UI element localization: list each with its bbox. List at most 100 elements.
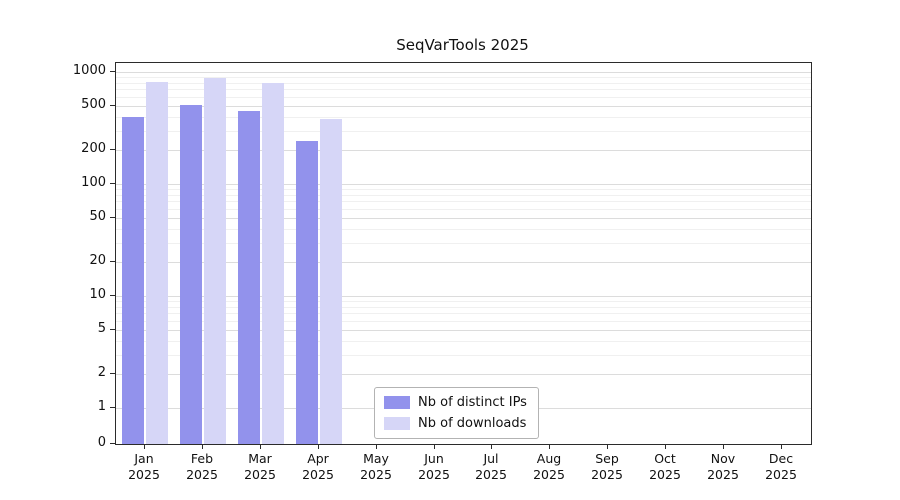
x-tick-label: Jan 2025 — [114, 451, 174, 483]
legend-swatch-distinct-ips — [384, 396, 410, 409]
gridline — [116, 320, 811, 322]
x-tick-year: 2025 — [128, 467, 160, 482]
gridline — [116, 150, 811, 152]
gridline — [116, 313, 811, 315]
x-tick-mark — [434, 445, 435, 449]
legend-item-downloads: Nb of downloads — [384, 416, 527, 431]
x-tick-month: Jul — [483, 451, 499, 466]
gridline — [116, 201, 811, 203]
legend: Nb of distinct IPs Nb of downloads — [374, 387, 539, 439]
x-tick-year: 2025 — [475, 467, 507, 482]
x-tick-label: Jun 2025 — [404, 451, 464, 483]
x-tick-mark — [781, 445, 782, 449]
gridline — [116, 296, 811, 297]
y-tick-label: 0 — [97, 435, 106, 450]
x-tick-month: Apr — [307, 451, 329, 466]
y-tick-label: 50 — [89, 209, 106, 224]
x-tick-label: Dec 2025 — [751, 451, 811, 483]
x-tick-month: Feb — [190, 451, 214, 466]
x-tick-label: May 2025 — [346, 451, 406, 483]
x-tick-mark — [723, 445, 724, 449]
x-tick-label: Oct 2025 — [635, 451, 695, 483]
x-tick-month: Oct — [654, 451, 676, 466]
y-tick-mark — [110, 149, 115, 150]
y-tick-label: 10 — [89, 287, 106, 302]
x-tick-label: Mar 2025 — [230, 451, 290, 483]
x-tick-month: Mar — [248, 451, 272, 466]
y-tick-label: 20 — [89, 253, 106, 268]
plot-area: Nb of distinct IPs Nb of downloads — [115, 62, 812, 445]
x-tick-mark — [376, 445, 377, 449]
x-tick-label: Nov 2025 — [693, 451, 753, 483]
gridline — [116, 130, 811, 132]
gridline — [116, 354, 811, 356]
gridline — [116, 217, 811, 219]
gridline — [116, 105, 811, 107]
y-tick-mark — [110, 217, 115, 218]
x-tick-month: Jun — [424, 451, 444, 466]
bar-nb-of-downloads-feb-2025 — [204, 78, 226, 444]
x-tick-year: 2025 — [765, 467, 797, 482]
x-tick-month: Aug — [536, 451, 562, 466]
gridline — [116, 340, 811, 342]
gridline — [116, 89, 811, 91]
legend-label-distinct-ips: Nb of distinct IPs — [418, 395, 527, 410]
y-tick-mark — [110, 71, 115, 72]
gridline — [116, 116, 811, 118]
y-tick-label: 2 — [97, 365, 106, 380]
y-tick-mark — [110, 183, 115, 184]
x-tick-mark — [665, 445, 666, 449]
gridline — [116, 96, 811, 98]
x-tick-year: 2025 — [186, 467, 218, 482]
gridline — [116, 329, 811, 331]
gridline — [116, 189, 811, 191]
x-tick-label: Apr 2025 — [288, 451, 348, 483]
gridline — [116, 194, 811, 196]
y-tick-label: 500 — [81, 97, 106, 112]
bar-nb-of-downloads-mar-2025 — [262, 83, 284, 444]
x-tick-year: 2025 — [302, 467, 334, 482]
bar-nb-of-distinct-ips-mar-2025 — [238, 111, 260, 444]
x-tick-mark — [260, 445, 261, 449]
y-tick-mark — [110, 329, 115, 330]
gridline — [116, 301, 811, 303]
x-tick-mark — [202, 445, 203, 449]
bar-nb-of-distinct-ips-jan-2025 — [122, 117, 144, 444]
bar-nb-of-downloads-apr-2025 — [320, 119, 342, 444]
y-tick-mark — [110, 295, 115, 296]
x-tick-year: 2025 — [244, 467, 276, 482]
x-tick-month: Jan — [134, 451, 154, 466]
x-tick-label: Aug 2025 — [519, 451, 579, 483]
x-tick-month: May — [363, 451, 389, 466]
gridline — [116, 208, 811, 210]
x-tick-mark — [491, 445, 492, 449]
gridline — [116, 306, 811, 308]
x-tick-mark — [607, 445, 608, 449]
x-tick-month: Sep — [595, 451, 619, 466]
x-tick-year: 2025 — [707, 467, 739, 482]
legend-swatch-downloads — [384, 417, 410, 430]
legend-item-distinct-ips: Nb of distinct IPs — [384, 395, 527, 410]
x-tick-month: Dec — [768, 451, 794, 466]
x-tick-year: 2025 — [533, 467, 565, 482]
x-tick-mark — [144, 445, 145, 449]
gridline — [116, 72, 811, 73]
y-tick-label: 1000 — [72, 63, 106, 78]
x-tick-year: 2025 — [418, 467, 450, 482]
chart-title: SeqVarTools 2025 — [396, 36, 529, 54]
gridline — [116, 77, 811, 79]
x-tick-month: Nov — [710, 451, 736, 466]
y-tick-label: 1 — [97, 399, 106, 414]
gridline — [116, 228, 811, 230]
x-tick-label: Jul 2025 — [461, 451, 521, 483]
y-tick-label: 200 — [81, 141, 106, 156]
y-tick-mark — [110, 261, 115, 262]
x-tick-year: 2025 — [591, 467, 623, 482]
gridline — [116, 242, 811, 244]
x-tick-mark — [318, 445, 319, 449]
gridline — [116, 82, 811, 84]
x-tick-year: 2025 — [360, 467, 392, 482]
x-tick-label: Feb 2025 — [172, 451, 232, 483]
gridline — [116, 374, 811, 376]
